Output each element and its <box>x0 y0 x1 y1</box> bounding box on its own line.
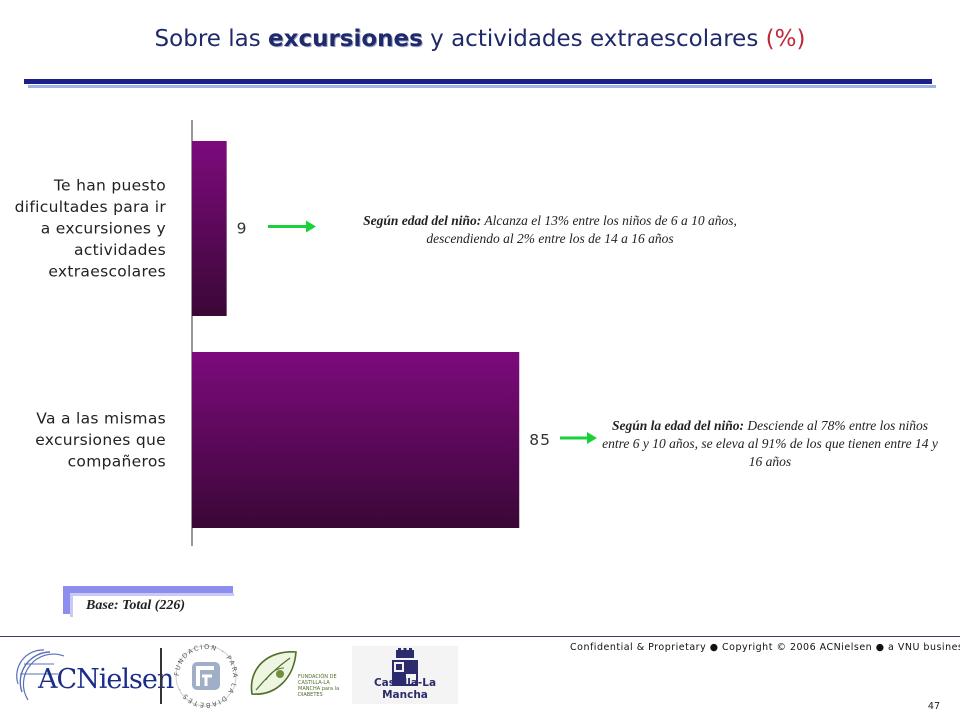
base-label: Base: Total (226) <box>70 593 234 617</box>
castilla-fundacion-text: FUNDACIÓN DE CASTILLA-LA MANCHA para la … <box>298 674 340 698</box>
value-label-2: 85 <box>529 431 551 449</box>
category-label-2: Va a las mismas excursiones que compañeros <box>35 410 166 471</box>
bar-2 <box>192 352 520 528</box>
acnielsen-globe-icon <box>16 649 65 701</box>
note-mismas-excursiones: Según la edad del niño: Desciende al 78%… <box>600 417 940 471</box>
fundacion-diabetes-icon: FUNDACION · PARA LA DIABETES · <box>173 643 238 709</box>
castle-crest-icon <box>392 648 418 686</box>
title-underline <box>24 79 932 84</box>
castilla-la-mancha-logo: Castilla-La Mancha <box>352 646 458 704</box>
fundacion-diabetes-logo: FUNDACION · PARA LA DIABETES · <box>170 640 242 712</box>
title-percent: (%) <box>765 26 806 52</box>
castilla-la-mancha-text: Castilla-La Mancha <box>373 677 437 701</box>
category-label-1: Te han puesto dificultades para ir a excur… <box>15 177 167 281</box>
title-suffix: y actividades extraescolares <box>422 26 766 52</box>
leaf-icon <box>250 651 297 695</box>
title-underline-shadow <box>28 85 936 88</box>
note-dificultades-text: Alcanza el 13% entre los niños de 6 a 10… <box>426 213 737 246</box>
castilla-fundacion-logo: FUNDACIÓN DE CASTILLA-LA MANCHA para la … <box>246 644 350 704</box>
page-number: 47 <box>927 701 940 712</box>
acnielsen-logo: ACNielsen <box>14 644 174 708</box>
logo-divider <box>160 648 162 704</box>
title-prefix: Sobre las <box>154 26 269 52</box>
note-mismas-lead: Según la edad del niño: <box>612 418 745 433</box>
footer-divider <box>0 636 960 637</box>
value-label-1: 9 <box>237 220 248 238</box>
confidential-notice: Confidential & Proprietary ● Copyright ©… <box>570 642 960 653</box>
note-dificultades-lead: Según edad del niño: <box>363 213 482 228</box>
arrow-head-2 <box>587 432 597 444</box>
arrow-head-1 <box>306 220 316 233</box>
title-keyword: excursiones <box>268 26 423 52</box>
note-mismas-text: Desciende al 78% entre los niños entre 6… <box>602 418 938 469</box>
bar-1 <box>192 141 227 316</box>
note-dificultades: Según edad del niño: Alcanza el 13% entr… <box>330 212 770 248</box>
bar-chart: 9 Te han puesto dificultades para ir a excu… <box>15 120 597 546</box>
acnielsen-wordmark: ACNielsen <box>38 664 174 695</box>
page-title: Sobre las excursiones y actividades extr… <box>0 26 960 52</box>
